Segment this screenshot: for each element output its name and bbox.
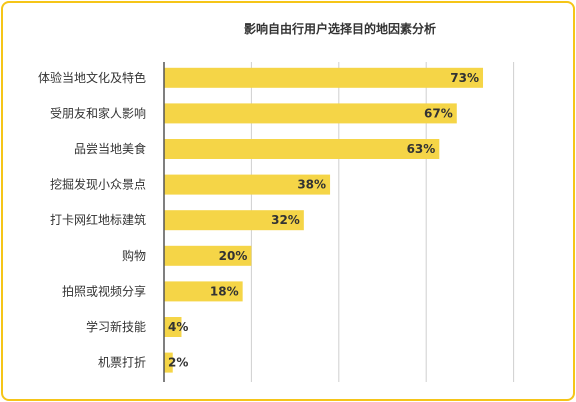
category-label: 受朋友和家人影响	[50, 105, 146, 120]
category-label: 体验当地文化及特色	[38, 70, 146, 85]
value-label: 63%	[407, 142, 436, 156]
category-label: 打卡网红地标建筑	[50, 212, 146, 227]
category-labels: 体验当地文化及特色受朋友和家人影响品尝当地美食挖掘发现小众景点打卡网红地标建筑购…	[38, 70, 146, 370]
value-label: 38%	[297, 178, 326, 192]
category-label: 拍照或视频分享	[62, 283, 146, 298]
bar	[164, 67, 484, 88]
value-label: 18%	[210, 284, 239, 298]
value-label: 73%	[450, 71, 479, 85]
value-label: 20%	[219, 249, 248, 263]
category-label: 品尝当地美食	[74, 141, 146, 156]
bar	[164, 317, 182, 337]
value-label: 2%	[168, 356, 188, 370]
bar	[164, 210, 304, 231]
bar	[164, 103, 457, 124]
value-label: 67%	[424, 106, 453, 120]
category-label: 购物	[122, 248, 146, 263]
bar	[164, 139, 440, 159]
chart-title: 影响自由行用户选择目的地因素分析	[244, 21, 436, 36]
value-label: 4%	[168, 320, 188, 334]
bar	[164, 352, 173, 373]
category-label: 机票打折	[98, 355, 146, 370]
value-labels: 73% 67% 63% 38% 32% 20% 18% 4% 2%	[168, 71, 479, 370]
bar	[164, 245, 252, 266]
bar	[164, 174, 331, 195]
value-label: 32%	[271, 213, 300, 227]
bars	[164, 67, 484, 373]
category-label: 挖掘发现小众景点	[50, 177, 146, 192]
category-label: 学习新技能	[86, 319, 146, 334]
bar	[164, 281, 243, 302]
